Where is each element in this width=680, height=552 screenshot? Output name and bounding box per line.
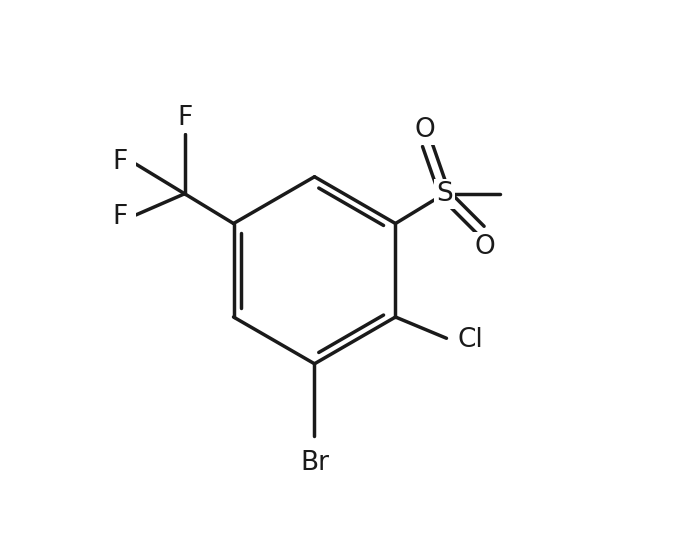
Text: F: F — [113, 204, 128, 230]
Text: O: O — [415, 116, 436, 143]
Text: O: O — [475, 234, 495, 260]
Text: S: S — [436, 181, 453, 207]
Text: F: F — [113, 149, 128, 175]
Text: Cl: Cl — [457, 327, 483, 353]
Text: Br: Br — [300, 450, 329, 476]
Text: F: F — [177, 105, 192, 131]
